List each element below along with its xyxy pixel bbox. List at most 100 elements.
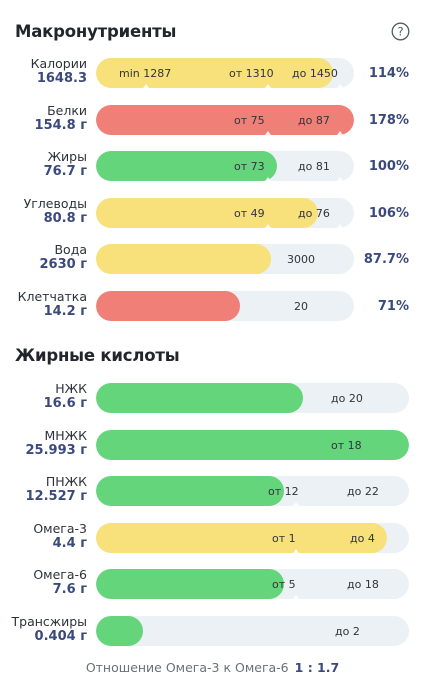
progress-fill [96,615,143,646]
nutrient-label: Омега-3 4.4 г [33,521,87,552]
nutrient-row[interactable]: Жиры 76.7 г от 73 до 81 100% [0,149,425,193]
percent-value: 87.7% [363,252,409,267]
range-marker: от 18 [331,438,362,452]
nutrient-name: Омега-3 [33,520,87,536]
nutrient-value: 154.8 г [34,117,87,133]
progress-fill [96,151,277,181]
nutrient-label: Калории 1648.3 [31,56,87,87]
nutrient-row[interactable]: Углеводы 80.8 г от 49 до 76 106% [0,196,425,240]
nutrient-value: 25.993 г [25,442,87,458]
progress-track: 3000 [96,244,354,274]
progress-fill [96,522,387,553]
percent-value: 114% [368,66,409,81]
nutrient-value: 0.404 г [34,628,87,644]
nutrient-value: 12.527 г [25,489,87,504]
range-marker: до 81 [298,160,330,173]
range-tick [337,130,343,135]
range-tick [337,84,343,88]
nutrient-value: 16.6 г [43,396,87,411]
progress-fill [96,476,284,506]
range-tick [265,130,271,135]
omega-ratio-value: 1 : 1.7 [294,660,340,675]
nutrient-row[interactable]: Омега-6 7.6 г от 5 до 18 [0,567,425,611]
nutrient-name: Белки [47,102,87,118]
nutrient-row[interactable]: МНЖК 25.993 г от 18 [0,428,425,472]
progress-track: от 73 до 81 [96,151,354,181]
progress-track: до 20 [96,383,409,413]
nutrient-value: 2630 г [39,257,88,272]
progress-track: до 2 [96,615,409,646]
nutrient-label: НЖК 16.6 г [44,381,87,412]
progress-fill [96,290,240,321]
range-marker: до 1450 [292,67,338,80]
nutrient-value: 4.4 г [52,535,87,551]
range-marker: до 22 [347,485,379,498]
nutrient-name: Вода [54,242,87,257]
range-marker: от 49 [234,206,265,220]
nutrient-row[interactable]: Белки 154.8 г от 75 до 87 178% [0,103,425,147]
progress-track: от 75 до 87 [96,104,354,135]
nutrient-label: Вода 2630 г [40,242,88,273]
progress-fill [96,429,409,460]
nutrient-name: НЖК [55,381,87,396]
range-marker: 20 [294,299,308,313]
fatty-acids-title: Жирные кислоты [15,346,180,365]
percent-value: 178% [368,112,409,128]
nutrient-label: Жиры 76.7 г [44,149,87,180]
percent-value: 100% [368,159,409,174]
range-marker: до 87 [298,113,330,127]
range-tick [293,502,299,506]
nutrient-row[interactable]: Калории 1648.3 min 1287 от 1310 до 1450 114% [0,56,425,100]
svg-text:?: ? [397,25,403,39]
nutrient-name: Жиры [47,149,87,164]
nutrient-row[interactable]: Трансжиры 0.404 г до 2 [0,614,425,658]
progress-track: от 1 до 4 [96,522,409,553]
progress-track: 20 [96,290,354,321]
progress-track: от 49 до 76 [96,197,354,228]
range-marker: до 18 [347,578,379,591]
percent-value: 71% [377,298,409,314]
nutrient-row[interactable]: Вода 2630 г 3000 87.7% [0,242,425,286]
percent-value: 106% [368,205,409,221]
nutrient-row[interactable]: НЖК 16.6 г до 20 [0,381,425,425]
progress-fill [96,197,318,228]
nutrient-row[interactable]: ПНЖК 12.527 г от 12 до 22 [0,474,425,518]
range-tick [293,548,299,553]
range-marker: от 73 [234,160,265,173]
range-marker: от 12 [268,485,299,498]
nutrient-value: 1648.3 [36,71,87,86]
range-tick [337,177,343,181]
question-circle-icon[interactable]: ? [391,22,410,41]
progress-track: от 5 до 18 [96,569,409,599]
progress-fill [96,58,333,88]
nutrient-label: Омега-6 7.6 г [33,567,87,598]
nutrient-value: 14.2 г [43,303,87,319]
range-marker: 3000 [287,253,315,266]
nutrient-value: 80.8 г [43,210,87,226]
range-tick [265,177,271,181]
nutrient-row[interactable]: Клетчатка 14.2 г 20 71% [0,289,425,333]
range-tick [337,223,343,228]
nutrient-name: Углеводы [23,195,87,211]
range-tick [293,595,299,599]
range-marker: от 1310 [229,67,274,80]
macronutrients-title: Макронутриенты [15,22,177,41]
nutrient-label: Клетчатка 14.2 г [18,289,87,320]
range-tick [143,84,149,88]
nutrient-name: Клетчатка [17,288,87,304]
range-marker: от 75 [234,113,265,127]
nutrient-label: Углеводы 80.8 г [24,196,87,227]
nutrient-label: МНЖК 25.993 г [26,428,87,459]
progress-track: от 12 до 22 [96,476,409,506]
nutrient-name: Трансжиры [11,613,87,629]
nutrient-row[interactable]: Омега-3 4.4 г от 1 до 4 [0,521,425,565]
range-marker: min 1287 [119,67,172,80]
nutrient-value: 7.6 г [52,582,87,597]
range-tick [265,84,271,88]
nutrient-label: ПНЖК 12.527 г [26,474,87,505]
nutrient-label: Белки 154.8 г [35,103,87,134]
nutrient-label: Трансжиры 0.404 г [12,614,87,645]
progress-fill [96,244,271,274]
range-tick [265,223,271,228]
nutrient-value: 76.7 г [43,164,87,179]
